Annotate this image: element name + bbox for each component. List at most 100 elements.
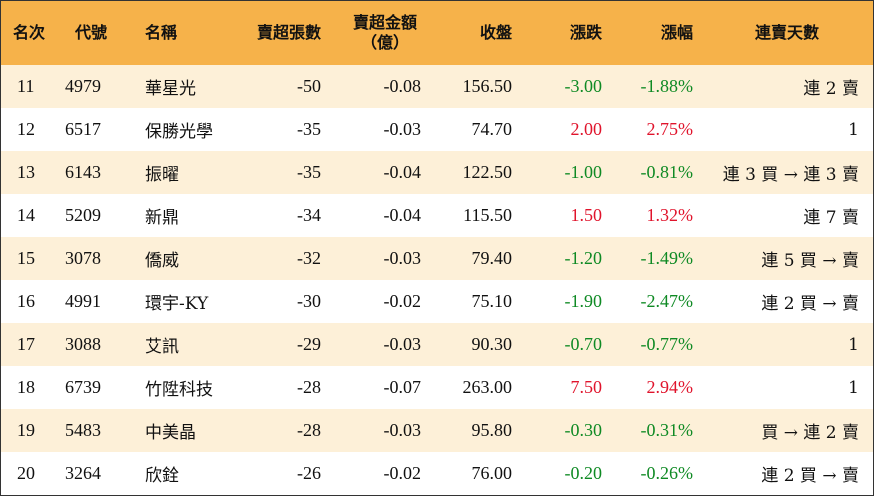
close-cell: 75.10 <box>471 291 513 311</box>
change-cell: -1.00 <box>564 162 603 182</box>
sell-amount-cell: -0.03 <box>383 420 422 440</box>
code-cell: 3264 <box>65 463 101 483</box>
close-cell: 95.80 <box>471 420 513 440</box>
sell-shares-cell: -34 <box>297 205 321 225</box>
change-pct-cell: 2.94% <box>646 377 694 397</box>
code-cell: 5483 <box>65 420 101 440</box>
sell-shares-cell: -50 <box>297 76 321 96</box>
table-row[interactable]: 16 4991 環宇-KY -30 -0.02 75.10 -1.90 -2.47% 連 2 買… <box>1 280 873 323</box>
change-cell: -0.30 <box>564 420 603 440</box>
rank-cell: 15 <box>17 248 35 268</box>
close-cell: 156.50 <box>462 76 513 96</box>
change-pct-cell: -2.47% <box>640 291 694 311</box>
rank-cell: 18 <box>17 377 35 397</box>
change-pct-cell: 2.75% <box>646 119 694 139</box>
sell-shares-cell: -26 <box>297 463 321 483</box>
rank-cell: 19 <box>17 420 35 440</box>
table-row[interactable]: 14 5209 新鼎 -34 -0.04 115.50 1.50 1.32% 連 7 賣 <box>1 194 873 237</box>
sell-shares-cell: -28 <box>297 420 321 440</box>
header-row: 名次 代號 名稱 賣超張數 賣超金額 （億） 收盤 漲跌 漲幅 連賣天數 <box>1 1 873 65</box>
code-cell: 6143 <box>65 162 101 182</box>
sell-amount-cell: -0.03 <box>383 119 422 139</box>
sell-shares-cell: -30 <box>297 291 321 311</box>
streak-cell: 1 <box>848 377 859 398</box>
streak-cell: 連 2 買 → 賣 <box>761 294 859 314</box>
streak-cell: 連 7 賣 <box>803 208 859 228</box>
header-rank: 名次 <box>13 23 46 42</box>
streak-cell: 連 5 買 → 賣 <box>761 251 859 271</box>
name-cell: 僑威 <box>145 251 179 271</box>
code-cell: 4979 <box>65 76 101 96</box>
close-cell: 74.70 <box>471 119 513 139</box>
name-cell: 華星光 <box>145 79 196 99</box>
change-cell: -3.00 <box>564 76 603 96</box>
header-sell-amount-line1: 賣超金額 <box>352 13 417 32</box>
header-change: 漲跌 <box>569 23 602 42</box>
sell-amount-cell: -0.07 <box>383 377 422 397</box>
name-cell: 新鼎 <box>145 208 179 228</box>
code-cell: 6739 <box>65 377 101 397</box>
header-sell-shares: 賣超張數 <box>256 23 321 42</box>
sell-shares-cell: -28 <box>297 377 321 397</box>
change-cell: 1.50 <box>570 205 603 225</box>
name-cell: 欣銓 <box>145 466 179 486</box>
change-cell: -1.20 <box>564 248 603 268</box>
header-change-pct: 漲幅 <box>660 23 693 42</box>
header-sell-amount: 賣超金額 （億） <box>329 1 429 65</box>
rank-cell: 14 <box>17 205 35 225</box>
table-row[interactable]: 19 5483 中美晶 -28 -0.03 95.80 -0.30 -0.31% 買 → 連 2… <box>1 409 873 452</box>
name-cell: 艾訊 <box>145 337 179 357</box>
change-pct-cell: -0.81% <box>640 162 694 182</box>
streak-cell: 1 <box>848 334 859 355</box>
close-cell: 79.40 <box>471 248 513 268</box>
change-cell: -0.20 <box>564 463 603 483</box>
sell-amount-cell: -0.03 <box>383 248 422 268</box>
sell-shares-cell: -29 <box>297 334 321 354</box>
table-row[interactable]: 13 6143 振曜 -35 -0.04 122.50 -1.00 -0.81% 連 3 買 →… <box>1 151 873 194</box>
change-cell: 7.50 <box>570 377 603 397</box>
change-pct-cell: -0.31% <box>640 420 694 440</box>
code-cell: 3088 <box>65 334 101 354</box>
sell-amount-cell: -0.03 <box>383 334 422 354</box>
change-pct-cell: -0.77% <box>640 334 694 354</box>
name-cell: 保勝光學 <box>145 122 213 142</box>
sell-amount-cell: -0.04 <box>383 162 422 182</box>
change-cell: -1.90 <box>564 291 603 311</box>
streak-cell: 買 → 連 2 賣 <box>761 423 859 443</box>
close-cell: 122.50 <box>462 162 513 182</box>
close-cell: 90.30 <box>471 334 513 354</box>
code-cell: 6517 <box>65 119 101 139</box>
streak-cell: 1 <box>848 119 859 140</box>
name-cell: 環宇-KY <box>145 294 209 314</box>
change-pct-cell: -0.26% <box>640 463 694 483</box>
change-pct-cell: -1.88% <box>640 76 694 96</box>
table-row[interactable]: 15 3078 僑威 -32 -0.03 79.40 -1.20 -1.49% 連 5 買 → … <box>1 237 873 280</box>
rank-cell: 17 <box>17 334 35 354</box>
table-row[interactable]: 11 4979 華星光 -50 -0.08 156.50 -3.00 -1.88% 連 2 賣 <box>1 65 873 108</box>
table-header: 名次 代號 名稱 賣超張數 賣超金額 （億） 收盤 漲跌 漲幅 連賣天數 <box>1 1 873 65</box>
rank-cell: 11 <box>17 76 35 96</box>
header-name: 名稱 <box>145 23 178 42</box>
change-cell: 2.00 <box>570 119 603 139</box>
rank-cell: 13 <box>17 162 35 182</box>
sell-amount-cell: -0.08 <box>383 76 422 96</box>
code-cell: 3078 <box>65 248 101 268</box>
change-pct-cell: 1.32% <box>646 205 694 225</box>
name-cell: 竹陞科技 <box>145 380 213 400</box>
streak-cell: 連 3 買 → 連 3 賣 <box>722 165 859 185</box>
streak-cell: 連 2 買 → 賣 <box>761 466 859 486</box>
table-row[interactable]: 17 3088 艾訊 -29 -0.03 90.30 -0.70 -0.77% 1 <box>1 323 873 366</box>
header-code: 代號 <box>75 23 108 42</box>
code-cell: 4991 <box>65 291 101 311</box>
change-cell: -0.70 <box>564 334 603 354</box>
table-row[interactable]: 18 6739 竹陞科技 -28 -0.07 263.00 7.50 2.94% 1 <box>1 366 873 409</box>
name-cell: 中美晶 <box>145 423 196 443</box>
table-row[interactable]: 20 3264 欣銓 -26 -0.02 76.00 -0.20 -0.26% 連 2 買 → … <box>1 452 873 495</box>
table-row[interactable]: 12 6517 保勝光學 -35 -0.03 74.70 2.00 2.75% 1 <box>1 108 873 151</box>
sell-amount-cell: -0.04 <box>383 205 422 225</box>
sell-amount-cell: -0.02 <box>383 291 422 311</box>
header-sell-amount-line2: （億） <box>360 33 409 52</box>
code-cell: 5209 <box>65 205 101 225</box>
